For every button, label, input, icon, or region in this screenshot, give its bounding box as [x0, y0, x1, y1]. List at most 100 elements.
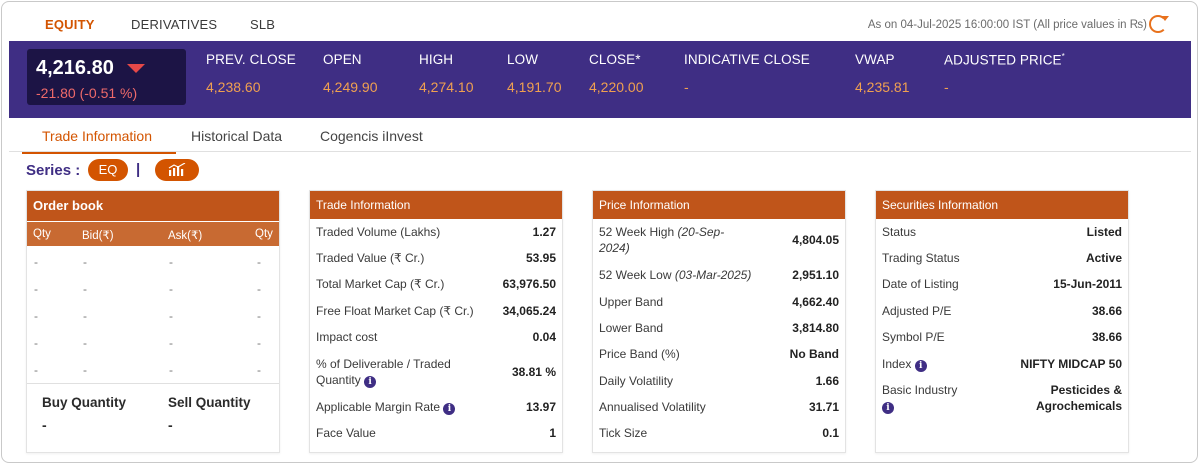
- tab-cogencis-iinvest[interactable]: Cogencis iInvest: [320, 128, 423, 144]
- margin-rate-label: Applicable Margin Rate i: [316, 399, 486, 415]
- basic-industry-label: Basic Industry i: [882, 382, 972, 414]
- margin-rate-label-text: Applicable Margin Rate: [316, 400, 441, 414]
- impact-cost-label: Impact cost: [316, 330, 378, 344]
- adjusted-price-asterisk: *: [1061, 52, 1065, 61]
- symbol-pe-label: Symbol P/E: [882, 330, 945, 344]
- annualised-volatility-label: Annualised Volatility: [599, 400, 706, 414]
- trade-information-title: Trade Information: [310, 191, 562, 219]
- table-row: - - - -: [27, 309, 279, 323]
- table-row: - - - -: [27, 255, 279, 269]
- cell: -: [169, 255, 173, 269]
- col-ask: Ask(₹): [168, 230, 203, 242]
- upper-band-label: Upper Band: [599, 295, 664, 309]
- adjusted-pe-value: 38.66: [1091, 304, 1122, 318]
- stat-label-vwap: VWAP: [855, 52, 895, 67]
- info-icon[interactable]: i: [914, 360, 927, 372]
- sell-quantity-value: -: [168, 417, 173, 433]
- col-bid-qty: Qty: [33, 228, 51, 240]
- cell: -: [257, 282, 261, 296]
- stat-label-low: LOW: [507, 52, 539, 67]
- chart-button[interactable]: [155, 159, 199, 181]
- price-band-value: No Band: [789, 347, 839, 361]
- sub-tab-bar: Trade Information Historical Data Cogenc…: [9, 120, 1191, 154]
- basic-industry-value: Pesticides & Agrochemicals: [1035, 383, 1122, 413]
- trading-status-label: Trading Status: [882, 251, 960, 265]
- deliverable-label-text: % of Deliverable / Traded Quantity: [316, 357, 451, 387]
- cell: -: [169, 309, 173, 323]
- cell: -: [83, 363, 87, 377]
- order-book-title: Order book: [27, 191, 279, 221]
- cell: -: [34, 282, 38, 296]
- cell: -: [83, 255, 87, 269]
- tab-equity[interactable]: EQUITY: [33, 17, 109, 44]
- stat-value-open: 4,249.90: [323, 79, 378, 95]
- status-label: Status: [882, 225, 917, 239]
- stat-label-close: CLOSE*: [589, 52, 641, 67]
- table-row: - - - -: [27, 282, 279, 296]
- col-ask-qty: Qty: [255, 228, 273, 240]
- trading-status-value: Active: [1085, 251, 1122, 265]
- face-value-value: 1: [549, 426, 556, 440]
- stat-value-indicative-close: -: [684, 79, 689, 95]
- price-information-title: Price Information: [593, 191, 845, 219]
- 52-week-low-label: 52 Week Low (03-Mar-2025): [599, 267, 779, 283]
- sell-quantity-label: Sell Quantity: [168, 395, 251, 410]
- cell: -: [257, 309, 261, 323]
- 52-week-high-label-text: 52 Week High: [599, 225, 675, 239]
- adjusted-price-label-text: ADJUSTED PRICE: [944, 52, 1062, 68]
- date-of-listing-label: Date of Listing: [882, 277, 959, 291]
- tab-historical-data[interactable]: Historical Data: [191, 128, 283, 144]
- tick-size-value: 0.1: [822, 426, 839, 440]
- 52-week-high-label: 52 Week High (20-Sep-2024): [599, 224, 749, 256]
- order-book-panel: Order book Qty Bid(₹) Ask(₹) Qty - - - -…: [26, 190, 280, 453]
- table-row: - - - -: [27, 336, 279, 350]
- cell: -: [34, 255, 38, 269]
- traded-value-label: Traded Value (₹ Cr.): [316, 251, 425, 265]
- cell: -: [83, 309, 87, 323]
- stat-label-open: OPEN: [323, 52, 362, 67]
- series-eq-button[interactable]: EQ: [88, 159, 128, 181]
- securities-information-panel: Securities Information Status Listed Trad…: [875, 190, 1129, 453]
- date-of-listing-value: 15-Jun-2011: [1053, 277, 1122, 291]
- price-summary-band: 4,216.80 -21.80 (-0.51 %) PREV. CLOSE 4,…: [9, 41, 1191, 118]
- index-label-text: Index: [882, 357, 912, 371]
- cell: -: [257, 336, 261, 350]
- series-separator: |: [136, 161, 141, 178]
- stat-value-low: 4,191.70: [507, 79, 562, 95]
- buy-quantity-label: Buy Quantity: [42, 395, 127, 410]
- tab-derivatives[interactable]: DERIVATIVES: [131, 17, 218, 32]
- daily-volatility-value: 1.66: [815, 374, 839, 388]
- table-row: - - - -: [27, 363, 279, 377]
- price-band-label: Price Band (%): [599, 347, 680, 361]
- stat-value-prev-close: 4,238.60: [206, 79, 261, 95]
- cell: -: [169, 336, 173, 350]
- traded-volume-label: Traded Volume (Lakhs): [316, 225, 441, 239]
- traded-volume-value: 1.27: [532, 225, 556, 239]
- tick-size-label: Tick Size: [599, 426, 648, 440]
- trade-information-panel: Trade Information Traded Volume (Lakhs) 1…: [309, 190, 563, 453]
- divider: [27, 383, 279, 384]
- stat-value-high: 4,274.10: [419, 79, 474, 95]
- deliverable-label: % of Deliverable / Traded Quantity i: [316, 356, 466, 388]
- info-icon[interactable]: i: [364, 376, 377, 388]
- tab-slb[interactable]: SLB: [250, 17, 276, 32]
- upper-band-value: 4,662.40: [792, 295, 839, 309]
- daily-volatility-label: Daily Volatility: [599, 374, 674, 388]
- cell: -: [169, 282, 173, 296]
- cell: -: [257, 255, 261, 269]
- adjusted-pe-label: Adjusted P/E: [882, 304, 952, 318]
- info-icon[interactable]: i: [443, 403, 456, 415]
- cell: -: [34, 336, 38, 350]
- cell: -: [169, 363, 173, 377]
- cell: -: [34, 309, 38, 323]
- lower-band-value: 3,814.80: [792, 321, 839, 335]
- tab-trade-information[interactable]: Trade Information: [22, 128, 176, 154]
- index-label: Index i: [882, 356, 1032, 372]
- status-value: Listed: [1086, 225, 1122, 239]
- refresh-icon[interactable]: [1149, 15, 1169, 33]
- lower-band-label: Lower Band: [599, 321, 664, 335]
- info-icon[interactable]: i: [882, 402, 894, 414]
- index-value: NIFTY MIDCAP 50: [1020, 357, 1122, 371]
- as-on-timestamp: As on 04-Jul-2025 16:00:00 IST (All pric…: [867, 19, 1147, 31]
- 52-week-low-label-text: 52 Week Low: [599, 268, 672, 282]
